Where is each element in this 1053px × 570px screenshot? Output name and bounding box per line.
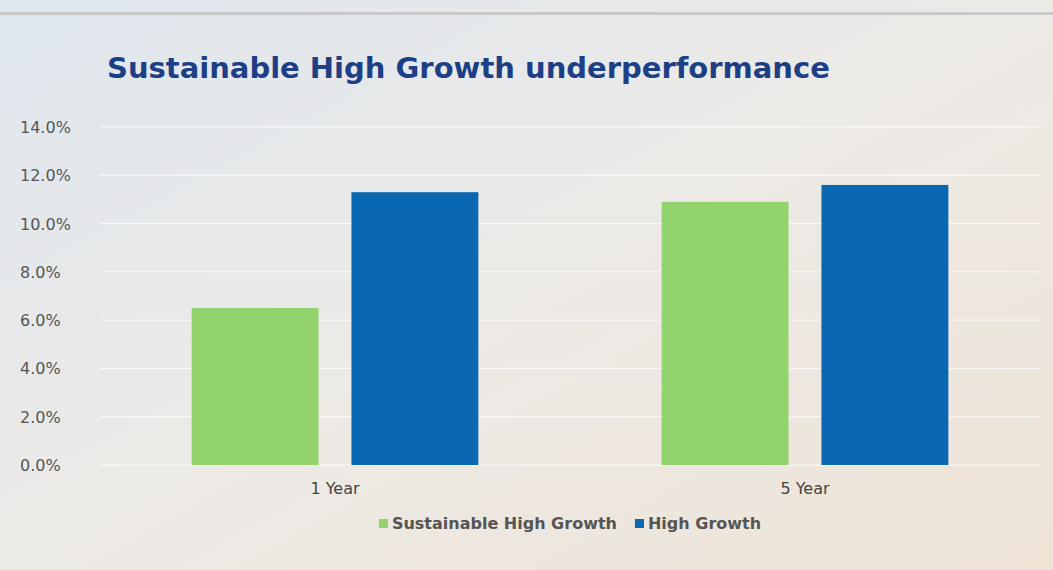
- top-rule: [0, 12, 1053, 15]
- y-tick-label: 6.0%: [20, 311, 61, 330]
- bar: [192, 308, 319, 465]
- legend-swatch: [379, 519, 388, 528]
- bar: [351, 192, 478, 465]
- grid-line: [100, 175, 1040, 176]
- legend-swatch: [635, 519, 644, 528]
- x-tick-label: 5 Year: [780, 479, 830, 498]
- y-tick-label: 4.0%: [20, 359, 61, 378]
- legend-label: High Growth: [648, 514, 761, 533]
- legend: Sustainable High Growth High Growth: [379, 514, 761, 533]
- y-tick-label: 0.0%: [20, 456, 61, 475]
- chart: Sustainable High Growth underperformance…: [0, 0, 1053, 570]
- x-tick-label: 1 Year: [310, 479, 360, 498]
- bar: [662, 202, 789, 465]
- y-tick-label: 8.0%: [20, 263, 61, 282]
- legend-label: Sustainable High Growth: [392, 514, 617, 533]
- y-tick-label: 12.0%: [20, 166, 71, 185]
- grid-line: [100, 127, 1040, 128]
- y-tick-label: 2.0%: [20, 408, 61, 427]
- bar: [821, 185, 948, 465]
- background: [0, 0, 1053, 570]
- y-tick-label: 10.0%: [20, 215, 71, 234]
- y-tick-label: 14.0%: [20, 118, 71, 137]
- title: Sustainable High Growth underperformance: [107, 51, 830, 85]
